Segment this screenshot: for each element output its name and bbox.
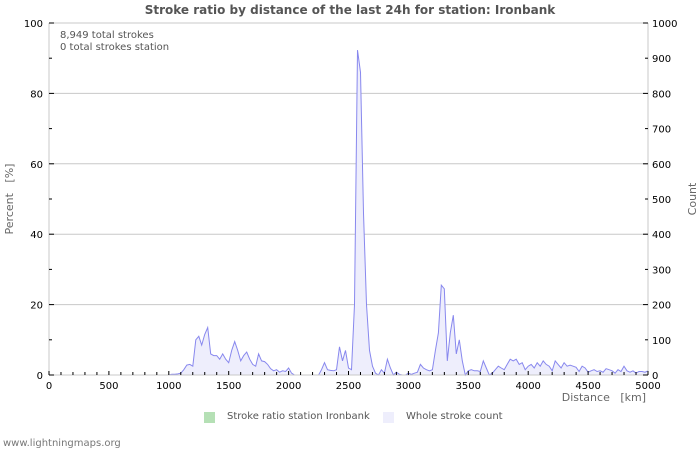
total-strokes-station-label: 0 total strokes station bbox=[60, 42, 170, 53]
svg-text:500: 500 bbox=[652, 195, 671, 206]
svg-text:0: 0 bbox=[652, 371, 658, 382]
svg-text:700: 700 bbox=[652, 125, 671, 136]
axes bbox=[48, 22, 649, 376]
svg-text:5000: 5000 bbox=[635, 381, 660, 392]
svg-text:1500: 1500 bbox=[216, 381, 241, 392]
total-strokes-label: 8,949 total strokes bbox=[60, 30, 154, 41]
svg-text:4500: 4500 bbox=[575, 381, 600, 392]
svg-text:800: 800 bbox=[652, 89, 671, 100]
svg-text:2000: 2000 bbox=[276, 381, 301, 392]
legend-swatch-whole-count bbox=[383, 412, 394, 423]
gridlines bbox=[49, 22, 648, 376]
svg-text:100: 100 bbox=[24, 19, 43, 30]
svg-text:400: 400 bbox=[652, 230, 671, 241]
stroke-count-area bbox=[49, 50, 648, 375]
svg-text:2500: 2500 bbox=[336, 381, 361, 392]
svg-text:100: 100 bbox=[652, 336, 671, 347]
svg-text:0: 0 bbox=[46, 381, 52, 392]
svg-text:600: 600 bbox=[652, 160, 671, 171]
tick-labels: 0 500 1000 1500 2000 2500 3000 3500 4000 4500 5000… bbox=[24, 19, 678, 392]
svg-text:80: 80 bbox=[30, 89, 43, 100]
svg-text:4000: 4000 bbox=[515, 381, 540, 392]
y-axis-left-title: Percent [%] bbox=[3, 164, 16, 235]
footer-source-link[interactable]: www.lightningmaps.org bbox=[3, 438, 121, 449]
x-axis-title: Distance [km] bbox=[562, 391, 646, 404]
svg-text:200: 200 bbox=[652, 301, 671, 312]
svg-text:500: 500 bbox=[99, 381, 118, 392]
svg-text:900: 900 bbox=[652, 54, 671, 65]
legend-label-whole-count: Whole stroke count bbox=[406, 411, 503, 422]
svg-text:0: 0 bbox=[37, 371, 43, 382]
svg-text:1000: 1000 bbox=[652, 19, 677, 30]
chart-title: Stroke ratio by distance of the last 24h… bbox=[144, 3, 556, 17]
svg-text:3500: 3500 bbox=[456, 381, 481, 392]
stroke-count-line bbox=[49, 50, 649, 377]
svg-text:20: 20 bbox=[30, 301, 43, 312]
svg-text:40: 40 bbox=[30, 230, 43, 241]
svg-text:300: 300 bbox=[652, 265, 671, 276]
svg-text:1000: 1000 bbox=[156, 381, 181, 392]
svg-text:3000: 3000 bbox=[396, 381, 421, 392]
legend-label-station-ratio: Stroke ratio station Ironbank bbox=[227, 411, 370, 422]
svg-text:60: 60 bbox=[30, 160, 43, 171]
legend-swatch-station-ratio bbox=[204, 412, 215, 423]
y-axis-right-title: Count bbox=[686, 182, 699, 215]
